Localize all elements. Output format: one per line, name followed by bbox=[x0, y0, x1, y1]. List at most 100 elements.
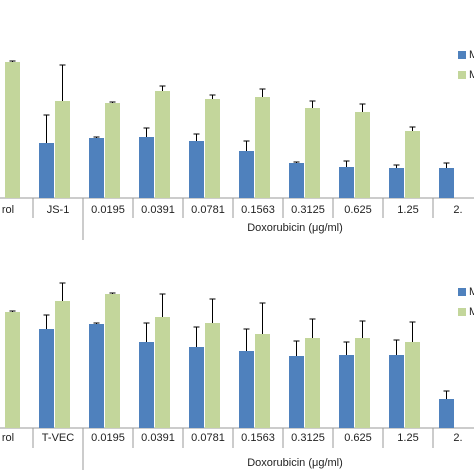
bar bbox=[55, 101, 70, 198]
error-bar bbox=[193, 326, 200, 347]
x-tick-label: 0.0391 bbox=[141, 204, 175, 216]
x-tick-label: rol bbox=[2, 432, 14, 444]
error-bar bbox=[109, 101, 116, 103]
legend-label: M bbox=[469, 306, 474, 318]
bar bbox=[39, 329, 54, 428]
error-bar bbox=[443, 162, 450, 168]
bar bbox=[405, 342, 420, 428]
bar bbox=[255, 334, 270, 428]
error-bar bbox=[143, 322, 150, 342]
bar bbox=[139, 137, 154, 198]
bar bbox=[389, 355, 404, 428]
error-bar bbox=[59, 64, 66, 101]
x-tick-label: 0.1563 bbox=[241, 432, 275, 444]
x-tick-label: 0.625 bbox=[344, 432, 372, 444]
legend-swatch bbox=[458, 308, 466, 316]
bar bbox=[89, 324, 104, 428]
bar bbox=[289, 356, 304, 428]
error-bar bbox=[409, 126, 416, 131]
legend-swatch bbox=[458, 71, 466, 79]
bar bbox=[105, 103, 120, 198]
error-bar bbox=[243, 328, 250, 351]
x-tick-label: JS-1 bbox=[47, 204, 70, 216]
bar bbox=[439, 399, 454, 428]
bar bbox=[339, 167, 354, 198]
x-tick-label: 0.3125 bbox=[291, 432, 325, 444]
x-tick-label: 0.0195 bbox=[91, 432, 125, 444]
legend-swatch bbox=[458, 51, 466, 59]
bar bbox=[255, 97, 270, 198]
bar bbox=[105, 294, 120, 428]
bar bbox=[305, 108, 320, 198]
bar bbox=[155, 317, 170, 428]
bar bbox=[189, 141, 204, 198]
x-tick-label: 0.3125 bbox=[291, 204, 325, 216]
error-bar bbox=[159, 293, 166, 317]
x-tick-label: 1.25 bbox=[397, 204, 418, 216]
error-bar bbox=[9, 60, 16, 62]
bar bbox=[355, 338, 370, 428]
bar bbox=[355, 112, 370, 198]
bar bbox=[55, 301, 70, 428]
error-bar bbox=[93, 322, 100, 324]
legend-label: M bbox=[469, 69, 474, 81]
legend-label: M bbox=[469, 286, 474, 298]
error-bar bbox=[443, 390, 450, 399]
error-bar bbox=[359, 103, 366, 112]
bar bbox=[305, 338, 320, 428]
error-bar bbox=[9, 310, 16, 312]
x-tick-label: T-VEC bbox=[42, 432, 74, 444]
x-tick-label: rol bbox=[2, 204, 14, 216]
error-bar bbox=[309, 100, 316, 108]
error-bar bbox=[409, 321, 416, 342]
error-bar bbox=[259, 302, 266, 334]
error-bar bbox=[309, 318, 316, 338]
x-tick-label: 2. bbox=[453, 204, 462, 216]
legend-swatch bbox=[458, 288, 466, 296]
error-bar bbox=[343, 341, 350, 355]
bar bbox=[205, 323, 220, 428]
x-tick-label: 0.0781 bbox=[191, 432, 225, 444]
bar bbox=[239, 151, 254, 198]
bar bbox=[89, 138, 104, 198]
x-axis-title: Doxorubicin (μg/ml) bbox=[247, 222, 343, 234]
error-bar bbox=[43, 114, 50, 143]
x-tick-label: 0.0781 bbox=[191, 204, 225, 216]
bar bbox=[289, 163, 304, 198]
legend-label: M bbox=[469, 49, 474, 61]
x-axis-title: Doxorubicin (μg/ml) bbox=[247, 457, 343, 469]
bar bbox=[389, 168, 404, 198]
error-bar bbox=[93, 136, 100, 138]
error-bar bbox=[209, 298, 216, 323]
error-bar bbox=[359, 320, 366, 338]
bar bbox=[39, 143, 54, 198]
x-tick-label: 0.1563 bbox=[241, 204, 275, 216]
error-bar bbox=[143, 127, 150, 137]
bar bbox=[339, 355, 354, 428]
bar bbox=[155, 91, 170, 198]
error-bar bbox=[193, 133, 200, 141]
bar bbox=[139, 342, 154, 428]
error-bar bbox=[59, 282, 66, 301]
bar bbox=[189, 347, 204, 428]
error-bar bbox=[243, 140, 250, 151]
error-bar bbox=[393, 164, 400, 168]
x-tick-label: 0.0195 bbox=[91, 204, 125, 216]
error-bar bbox=[293, 161, 300, 163]
error-bar bbox=[209, 94, 216, 99]
error-bar bbox=[43, 314, 50, 329]
error-bar bbox=[293, 340, 300, 356]
x-tick-label: 1.25 bbox=[397, 432, 418, 444]
x-tick-label: 2. bbox=[453, 432, 462, 444]
error-bar bbox=[109, 292, 116, 294]
bar bbox=[239, 351, 254, 428]
error-bar bbox=[259, 88, 266, 97]
bar bbox=[5, 312, 20, 428]
bar bbox=[439, 168, 454, 198]
bar bbox=[5, 62, 20, 198]
x-tick-label: 0.625 bbox=[344, 204, 372, 216]
error-bar bbox=[159, 85, 166, 91]
error-bar bbox=[393, 339, 400, 355]
bar bbox=[205, 99, 220, 198]
